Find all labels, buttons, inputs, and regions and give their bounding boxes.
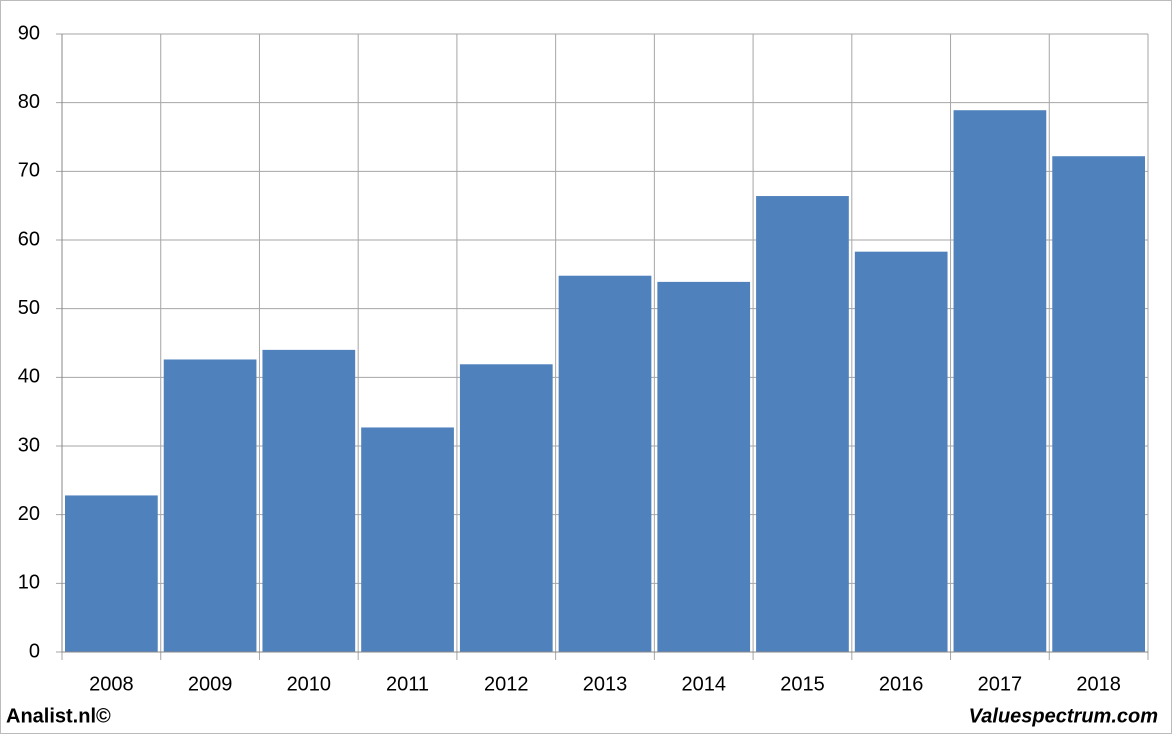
y-tick-label: 60 (18, 228, 40, 250)
credit-right: Valuespectrum.com (969, 705, 1158, 727)
bar (65, 495, 158, 652)
y-tick-label: 50 (18, 297, 40, 319)
bar (459, 364, 553, 652)
x-tick-label: 2015 (780, 673, 825, 695)
x-tick-label: 2008 (89, 673, 134, 695)
bar (756, 196, 849, 652)
x-tick-label: 2010 (287, 673, 332, 695)
bar (1052, 156, 1145, 652)
bar (163, 359, 257, 652)
x-tick-label: 2018 (1076, 673, 1121, 695)
y-tick-label: 90 (18, 22, 40, 44)
x-tick-label: 2013 (583, 673, 628, 695)
bar (361, 427, 454, 652)
y-tick-label: 0 (29, 640, 40, 662)
x-tick-label: 2014 (681, 673, 726, 695)
bar (262, 349, 356, 652)
x-tick-label: 2011 (386, 673, 429, 695)
bar (953, 110, 1047, 653)
x-tick-label: 2012 (484, 673, 529, 695)
x-tick-label: 2017 (978, 673, 1023, 695)
bar (558, 275, 652, 652)
bar (854, 251, 948, 652)
y-tick-label: 30 (18, 434, 40, 456)
bar (657, 281, 751, 652)
y-tick-label: 40 (18, 366, 40, 388)
y-tick-label: 20 (18, 503, 40, 525)
y-tick-label: 10 (18, 572, 40, 594)
y-tick-label: 80 (18, 91, 40, 113)
x-tick-label: 2009 (188, 673, 233, 695)
credit-left: Analist.nl© (6, 705, 111, 727)
x-tick-label: 2016 (879, 673, 924, 695)
y-tick-label: 70 (18, 160, 40, 182)
